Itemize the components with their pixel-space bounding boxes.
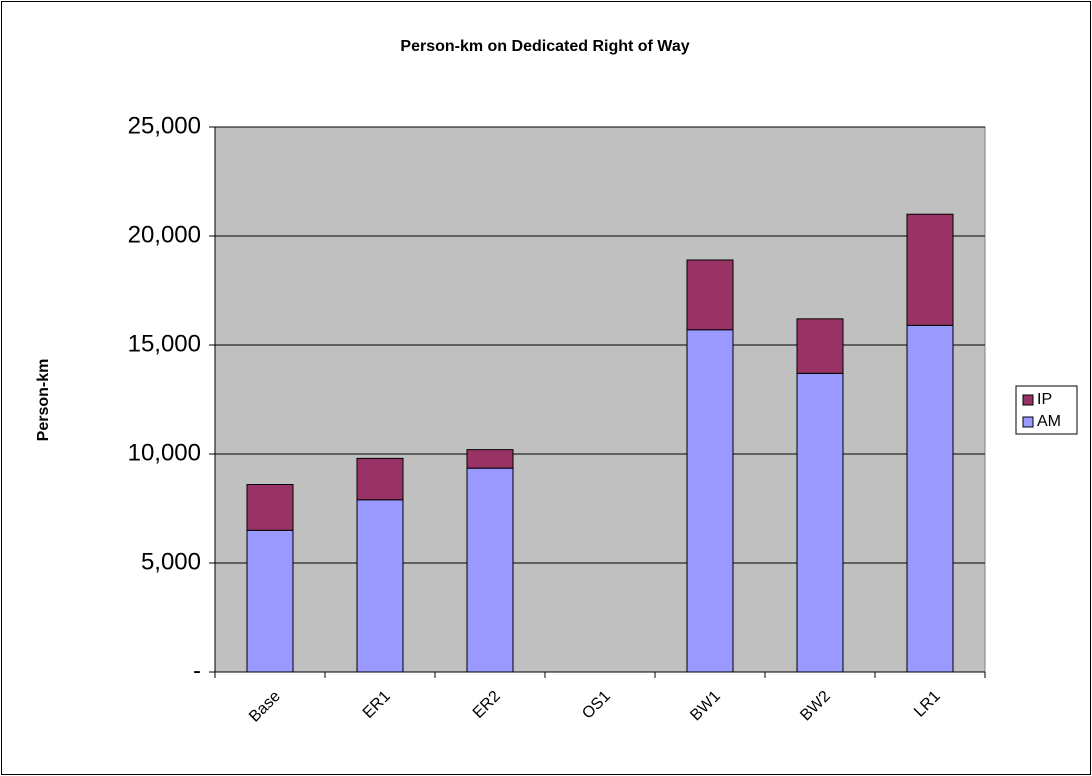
bar-segment: [246, 529, 294, 673]
plot-background: [214, 126, 986, 673]
bar-segment: [466, 467, 514, 673]
chart-title: Person-km on Dedicated Right of Way: [400, 38, 689, 55]
y-tick-label: 5,000: [141, 548, 201, 575]
y-tick-label: -: [193, 657, 201, 684]
y-tick-label: 10,000: [128, 439, 201, 466]
bar-segment: [466, 449, 514, 469]
y-axis-title: Person-km: [35, 359, 52, 442]
legend-swatch: [1022, 394, 1034, 406]
bar-segment: [796, 372, 844, 673]
bar-segment: [686, 329, 734, 673]
bar-segment: [906, 324, 954, 673]
bar-segment: [906, 213, 954, 326]
bar-segment: [686, 259, 734, 331]
legend-label: AM: [1037, 413, 1061, 430]
legend-swatch: [1022, 416, 1034, 428]
bar-segment: [246, 484, 294, 531]
y-tick-label: 25,000: [128, 112, 201, 139]
bar-segment: [356, 499, 404, 673]
legend-label: IP: [1037, 391, 1052, 408]
bar-segment: [356, 457, 404, 501]
y-tick-label: 20,000: [128, 221, 201, 248]
y-tick-label: 15,000: [128, 330, 201, 357]
bar-segment: [796, 318, 844, 374]
